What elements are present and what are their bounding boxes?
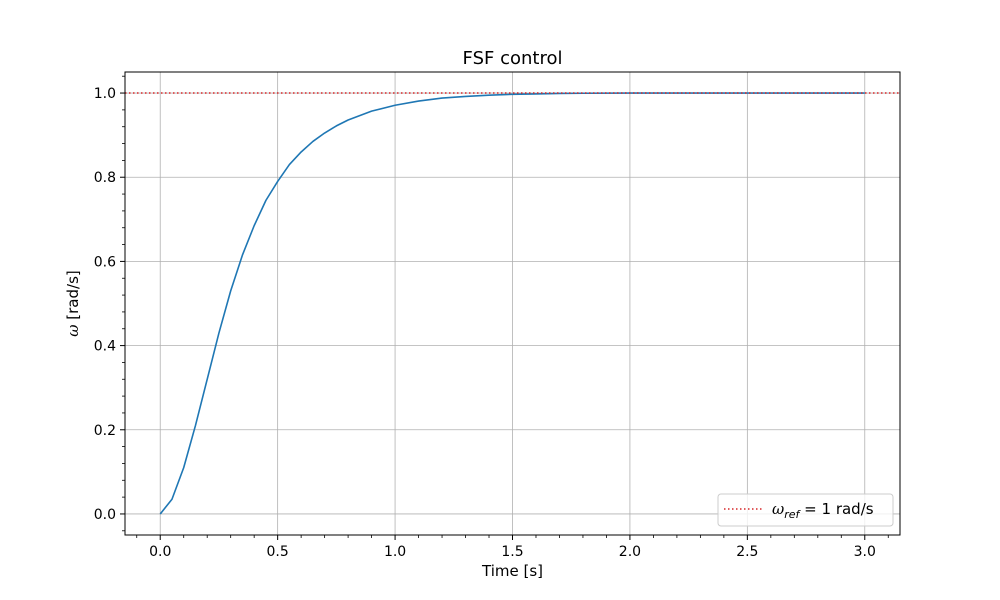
legend-box xyxy=(717,493,894,527)
x-tick-label: 0.5 xyxy=(267,544,289,560)
x-axis-label: Time [s] xyxy=(481,562,543,580)
x-tick-label: 1.5 xyxy=(501,544,523,560)
legend-label-ref: ωref = 1 rad/s xyxy=(772,500,874,521)
y-tick-label: 0.4 xyxy=(94,339,116,355)
y-tick-label: 0.2 xyxy=(94,423,116,439)
legend: ωref = 1 rad/s xyxy=(717,493,894,527)
x-tick-label: 0.0 xyxy=(149,544,171,560)
x-tick-label: 3.0 xyxy=(854,544,876,560)
axis-ticks: 0.0 0.5 1.0 1.5 2.0 2.5 3.0 0.0 0.2 0.4 0.6 0.8 1.0 xyxy=(94,75,889,560)
x-tick-label: 1.0 xyxy=(384,544,406,560)
y-tick-label: 0.0 xyxy=(94,507,116,523)
chart-title: FSF control xyxy=(463,48,563,69)
x-tick-label: 2.5 xyxy=(736,544,758,560)
y-tick-label: 0.8 xyxy=(94,170,116,186)
y-axis-label: ω [rad/s] xyxy=(64,270,82,336)
grid xyxy=(125,72,900,535)
y-tick-label: 0.6 xyxy=(94,254,116,270)
y-tick-label: 1.0 xyxy=(94,86,116,102)
response-line xyxy=(159,92,865,515)
x-tick-label: 2.0 xyxy=(619,544,641,560)
plot-series xyxy=(125,92,900,515)
